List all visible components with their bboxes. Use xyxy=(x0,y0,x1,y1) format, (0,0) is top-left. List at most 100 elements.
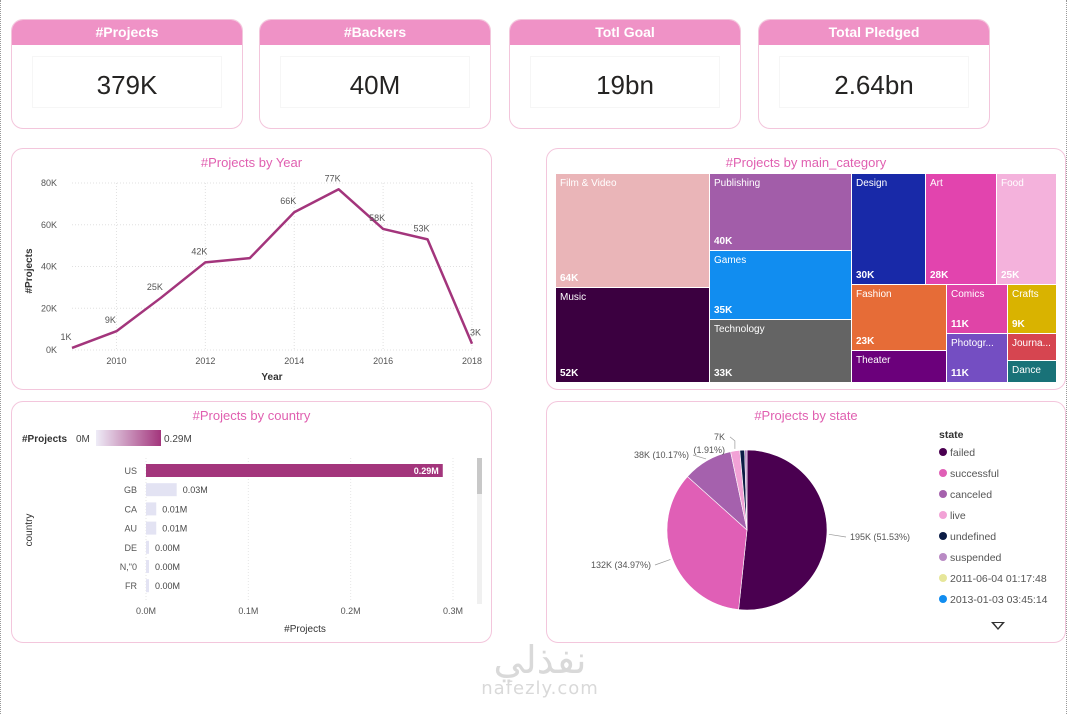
bar xyxy=(146,560,149,573)
kpi-inner-frame xyxy=(280,56,470,108)
legend-dot-icon xyxy=(939,448,947,456)
treemap-cell-label: Food xyxy=(1001,178,1024,189)
kpi-value: 379K xyxy=(96,70,158,100)
treemap-cell-label: Music xyxy=(560,292,587,303)
treemap-cell-value: 23K xyxy=(856,336,875,347)
country-bar-chart[interactable]: #Projects 0M 0.29M country #Projects 0.0… xyxy=(12,402,492,643)
legend-item[interactable]: undefined xyxy=(939,531,996,543)
pie-slice[interactable] xyxy=(666,476,748,610)
legend-label: canceled xyxy=(950,489,993,501)
treemap-cell[interactable]: Food 25K xyxy=(997,174,1056,284)
treemap-cell-label: Publishing xyxy=(714,178,761,189)
treemap-cell[interactable]: Publishing 40K xyxy=(710,174,851,250)
x-tick-label: 0.1M xyxy=(238,606,258,616)
data-label: 9K xyxy=(105,315,116,325)
kpi-card-projects[interactable]: #Projects 379K xyxy=(11,19,243,129)
kpi-card-total-goal[interactable]: Totl Goal 19bn xyxy=(509,19,741,129)
treemap-cell[interactable]: Dance xyxy=(1008,361,1056,382)
y-tick-label: N,"0 xyxy=(120,562,137,572)
legend-dot-icon xyxy=(939,490,947,498)
watermark-logo: نفذلي nafezly.com xyxy=(470,640,610,698)
state-pie-chart[interactable]: 195K (51.53%) 132K (34.97%) 38K (10.17%) 7K… xyxy=(547,402,1066,643)
legend-max: 0.29M xyxy=(164,434,192,445)
legend-gradient xyxy=(96,430,161,446)
legend-item[interactable]: 2011-06-04 01:17:48 xyxy=(939,573,1047,585)
treemap-cell-label: Art xyxy=(930,178,943,189)
treemap-cell[interactable]: Comics 11K xyxy=(947,285,1007,333)
scrollbar-thumb[interactable] xyxy=(477,458,482,494)
chart-title: #Projects by main_category xyxy=(725,155,887,170)
legend-dot-icon xyxy=(939,469,947,477)
data-label: 0.01M xyxy=(162,524,187,534)
data-label: 0.00M xyxy=(155,562,180,572)
legend-item[interactable]: canceled xyxy=(939,489,992,501)
legend-dot-icon xyxy=(939,511,947,519)
treemap-cell[interactable]: Fashion 23K xyxy=(852,285,946,350)
data-label: 77K xyxy=(325,173,341,183)
chart-title: #Projects by Year xyxy=(200,155,303,170)
series-line xyxy=(71,188,474,350)
legend-dot-icon xyxy=(939,574,947,582)
legend-item[interactable]: suspended xyxy=(939,552,1001,564)
treemap-cell[interactable]: Film & Video 64K xyxy=(556,174,709,287)
legend-dot-icon xyxy=(939,595,947,603)
treemap-cell-label: Journa... xyxy=(1012,338,1051,349)
treemap-cell-label: Fashion xyxy=(856,289,892,300)
bar xyxy=(146,502,157,516)
treemap-cell-value: 35K xyxy=(714,305,733,316)
treemap-cell-value: 40K xyxy=(714,236,733,247)
y-tick-label: 80K xyxy=(41,178,57,188)
x-tick-label: 0.3M xyxy=(443,606,463,616)
projects-by-state-card[interactable]: #Projects by state 195K (51.53%) 132K (34… xyxy=(546,401,1066,643)
treemap-cell[interactable]: Crafts 9K xyxy=(1008,285,1056,333)
legend-item[interactable]: 2013-01-03 03:45:14 xyxy=(939,594,1048,606)
data-label: 1K xyxy=(60,332,71,342)
y-axis-label: country xyxy=(24,514,35,547)
treemap-cell[interactable]: Games 35K xyxy=(710,251,851,319)
projects-by-country-card[interactable]: #Projects by country #Projects 0M 0.29M … xyxy=(11,401,492,643)
pie-slice[interactable] xyxy=(744,449,748,531)
pie-slice[interactable] xyxy=(738,449,828,611)
treemap-cell-label: Crafts xyxy=(1012,289,1039,300)
legend-item[interactable]: successful xyxy=(939,468,999,480)
legend-label: successful xyxy=(950,468,1000,480)
treemap-cell-label: Technology xyxy=(714,324,765,335)
treemap-cell-label: Photogr... xyxy=(951,338,994,349)
y-tick-label: 60K xyxy=(41,220,57,230)
treemap-cell[interactable]: Theater xyxy=(852,351,946,382)
chart-title: #Projects by country xyxy=(192,408,311,423)
kpi-card-backers[interactable]: #Backers 40M xyxy=(259,19,491,129)
legend-min: 0M xyxy=(76,434,90,445)
treemap-cell-label: Design xyxy=(856,178,888,189)
kpi-card-total-pledged[interactable]: Total Pledged 2.64bn xyxy=(758,19,990,129)
legend-item[interactable]: failed xyxy=(939,447,975,459)
kpi-inner-frame xyxy=(779,56,969,108)
kpi-title: #Backers xyxy=(260,20,490,45)
x-tick-label: 2018 xyxy=(462,356,482,366)
treemap-cell[interactable]: Technology 33K xyxy=(710,320,851,382)
bar xyxy=(146,521,157,535)
treemap-cell[interactable]: Music 52K xyxy=(556,288,709,382)
scrollbar-track[interactable] xyxy=(477,458,482,604)
category-treemap[interactable]: Film & Video 64K Music 52K Publishing 40K Game… xyxy=(556,174,1058,384)
legend-item[interactable]: live xyxy=(939,510,966,522)
treemap-cell[interactable]: Design 30K xyxy=(852,174,925,284)
y-tick-label: 0K xyxy=(46,345,57,355)
projects-by-category-card[interactable]: #Projects by main_category Film & Video 6… xyxy=(546,148,1066,390)
treemap-cell-value: 33K xyxy=(714,368,733,379)
data-label: 0.29M xyxy=(414,466,439,476)
treemap-cell[interactable]: Journa... xyxy=(1008,334,1056,360)
treemap-cell[interactable]: Photogr... 11K xyxy=(947,334,1007,382)
treemap-cell-value: 30K xyxy=(856,270,875,281)
y-tick-label: FR xyxy=(125,581,137,591)
kpi-title: Total Pledged xyxy=(759,20,989,45)
data-label: 25K xyxy=(147,282,163,292)
year-line-chart[interactable]: #Projects Year 0K 20K 40K 60K 80K 2010 2012 201… xyxy=(12,149,492,390)
data-label: 58K xyxy=(369,213,385,223)
x-tick-label: 0.0M xyxy=(136,606,156,616)
treemap-cell-value: 52K xyxy=(560,368,579,379)
treemap-cell[interactable]: Art 28K xyxy=(926,174,996,284)
y-tick-label: DE xyxy=(124,543,137,553)
legend-label: 2011-06-04 01:17:48 xyxy=(950,573,1047,585)
projects-by-year-card[interactable]: #Projects by Year #Projects Year 0K 20K 40… xyxy=(11,148,492,390)
